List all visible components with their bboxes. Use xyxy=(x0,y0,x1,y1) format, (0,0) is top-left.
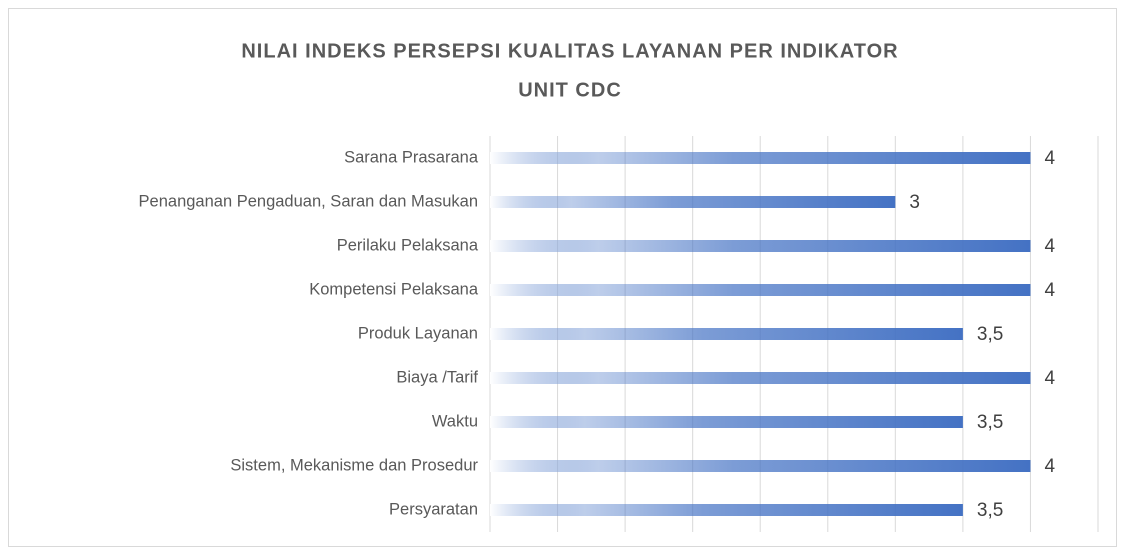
y-tick-label: Produk Layanan xyxy=(358,324,478,342)
bar xyxy=(490,328,963,340)
y-tick-label: Sistem, Mekanisme dan Prosedur xyxy=(230,456,478,474)
y-tick-label: Biaya /Tarif xyxy=(396,368,478,386)
y-tick-label: Penanganan Pengaduan, Saran dan Masukan xyxy=(139,192,478,210)
chart-title: UNIT CDC xyxy=(518,79,622,101)
y-tick-label: Persyaratan xyxy=(389,500,478,518)
data-label: 4 xyxy=(1044,368,1055,389)
bar xyxy=(490,460,1031,472)
data-label: 4 xyxy=(1044,148,1055,169)
bar xyxy=(490,196,896,208)
y-tick-label: Perilaku Pelaksana xyxy=(337,236,479,254)
bar xyxy=(490,152,1031,164)
y-tick-label: Waktu xyxy=(432,412,478,430)
data-label: 3 xyxy=(909,192,920,213)
chart-frame xyxy=(8,8,1117,547)
bar xyxy=(490,284,1031,296)
bar xyxy=(490,416,963,428)
data-label: 4 xyxy=(1044,456,1055,477)
y-tick-label: Kompetensi Pelaksana xyxy=(309,280,479,298)
y-tick-label: Sarana Prasarana xyxy=(344,148,479,166)
data-label: 3,5 xyxy=(977,324,1003,345)
data-label: 4 xyxy=(1044,236,1055,257)
data-label: 4 xyxy=(1044,280,1055,301)
bar xyxy=(490,504,963,516)
bar xyxy=(490,240,1031,252)
data-label: 3,5 xyxy=(977,412,1003,433)
chart-title: NILAI INDEKS PERSEPSI KUALITAS LAYANAN P… xyxy=(241,40,898,62)
data-label: 3,5 xyxy=(977,500,1003,521)
bar xyxy=(490,372,1031,384)
